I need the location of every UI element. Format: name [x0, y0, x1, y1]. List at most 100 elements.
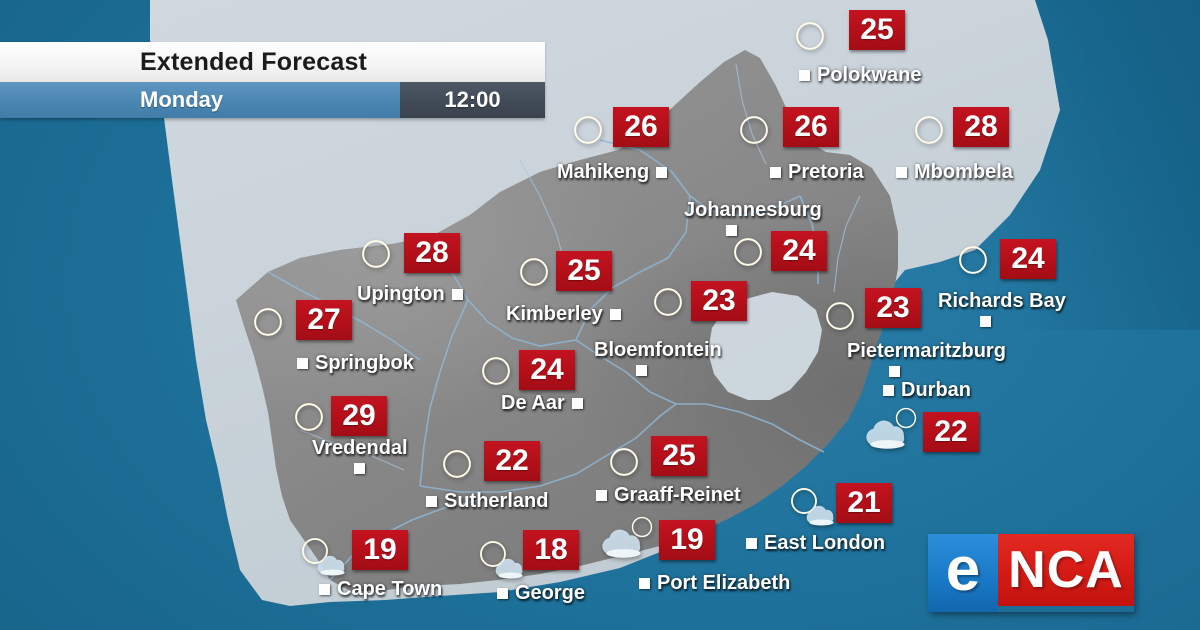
city-name: Richards Bay	[938, 290, 1066, 312]
sun-icon	[941, 228, 1005, 292]
enca-logo: e NCA	[928, 534, 1134, 612]
temperature-badge-george: 18	[523, 530, 579, 570]
sun-icon	[425, 432, 489, 496]
sun-icon	[344, 222, 408, 286]
temperature-badge-polokwane: 25	[849, 10, 905, 50]
city-label-port-elizabeth: Port Elizabeth	[639, 572, 790, 595]
logo-e-mark: e	[928, 534, 998, 612]
sun-icon	[778, 4, 842, 68]
city-name: Durban	[901, 379, 971, 401]
city-name: Mbombela	[914, 161, 1013, 183]
sun-icon	[897, 98, 961, 162]
temperature-badge-richards-bay: 24	[1000, 239, 1056, 279]
city-marker-icon	[636, 365, 647, 376]
temperature-badge-durban: 22	[923, 412, 979, 452]
city-label-pretoria: Pretoria	[770, 161, 864, 184]
city-marker-icon	[799, 70, 810, 81]
sun-icon	[808, 284, 872, 348]
city-label-durban: Durban	[883, 379, 971, 402]
time-label: 12:00	[444, 87, 501, 112]
day-label: Monday	[140, 87, 224, 112]
sun-icon	[236, 290, 300, 354]
sun-icon	[277, 385, 341, 449]
city-name: George	[515, 582, 586, 604]
temperature-badge-pretoria: 26	[783, 107, 839, 147]
city-label-graaff-reinet: Graaff-Reinet	[596, 484, 741, 507]
sun-icon	[722, 98, 786, 162]
city-marker-icon	[746, 538, 757, 549]
city-marker-icon	[980, 316, 991, 327]
temperature-badge-sutherland: 22	[484, 441, 540, 481]
city-marker-icon	[889, 366, 900, 377]
city-marker-icon	[426, 496, 437, 507]
sun-icon	[716, 220, 780, 284]
city-label-kimberley: Kimberley	[506, 303, 621, 326]
forecast-banner: Extended Forecast Monday 12:00	[0, 42, 545, 118]
partly-cloudy-icon	[598, 508, 662, 572]
sun-icon	[636, 270, 700, 334]
city-marker-icon	[896, 167, 907, 178]
sun-icon	[592, 430, 656, 494]
city-marker-icon	[883, 385, 894, 396]
temperature-badge-port-elizabeth: 19	[659, 520, 715, 560]
page-title: Extended Forecast	[140, 47, 368, 76]
sun-cloud-icon	[777, 474, 841, 538]
sun-icon	[464, 339, 528, 403]
city-label-de-aar: De Aar	[501, 392, 583, 415]
city-name: Graaff-Reinet	[614, 484, 741, 506]
city-marker-icon	[451, 289, 463, 300]
temperature-badge-johannesburg: 24	[771, 231, 827, 271]
banner-title-bar: Extended Forecast	[0, 42, 545, 82]
city-name: Kimberley	[506, 303, 603, 325]
city-label-east-london: East London	[746, 532, 885, 555]
city-name: East London	[764, 532, 886, 554]
city-label-richards-bay: Richards Bay	[938, 290, 1066, 313]
city-name: Port Elizabeth	[657, 572, 791, 594]
city-marker-icon	[319, 584, 330, 595]
city-marker-icon	[354, 463, 365, 474]
temperature-badge-springbok: 27	[296, 300, 352, 340]
temperature-badge-kimberley: 25	[556, 251, 612, 291]
city-marker-icon	[571, 398, 583, 409]
city-name: Upington	[357, 283, 445, 305]
temperature-badge-graaff-reinet: 25	[651, 436, 707, 476]
temperature-badge-mahikeng: 26	[613, 107, 669, 147]
city-name: Johannesburg	[684, 199, 822, 221]
city-name: Polokwane	[817, 64, 922, 86]
city-label-george: George	[497, 582, 585, 605]
partly-cloudy-icon	[862, 399, 926, 463]
city-label-springbok: Springbok	[297, 352, 414, 375]
city-marker-icon	[656, 167, 668, 178]
temperature-badge-cape-town: 19	[352, 530, 408, 570]
temperature-badge-east-london: 21	[836, 483, 892, 523]
sun-cloud-icon	[466, 527, 530, 591]
banner-time: 12:00	[400, 82, 545, 118]
temperature-badge-de-aar: 24	[519, 350, 575, 390]
temperature-badge-bloemfontein: 23	[691, 281, 747, 321]
city-name: Sutherland	[444, 490, 549, 512]
city-marker-icon	[726, 225, 737, 236]
city-label-mbombela: Mbombela	[896, 161, 1013, 184]
city-name: Cape Town	[337, 578, 443, 600]
city-name: De Aar	[501, 392, 565, 414]
city-label-bloemfontein: Bloemfontein	[594, 339, 722, 362]
city-marker-icon	[770, 167, 781, 178]
banner-day: Monday	[0, 82, 400, 118]
city-label-cape-town: Cape Town	[319, 578, 442, 601]
city-name: Springbok	[315, 352, 414, 374]
banner-subtitle-bar: Monday 12:00	[0, 82, 545, 118]
city-name: Vredendal	[312, 437, 408, 459]
city-label-pietermaritzburg: Pietermaritzburg	[847, 340, 1006, 363]
city-marker-icon	[497, 588, 508, 599]
city-name: Mahikeng	[557, 161, 650, 183]
city-marker-icon	[297, 358, 308, 369]
temperature-badge-vredendal: 29	[331, 396, 387, 436]
city-label-upington: Upington	[357, 283, 463, 306]
city-label-johannesburg: Johannesburg	[684, 199, 822, 222]
sun-cloud-icon	[288, 524, 352, 588]
city-name: Bloemfontein	[594, 339, 722, 361]
city-name: Pretoria	[788, 161, 864, 183]
city-label-mahikeng: Mahikeng	[557, 161, 668, 184]
sun-icon	[502, 240, 566, 304]
